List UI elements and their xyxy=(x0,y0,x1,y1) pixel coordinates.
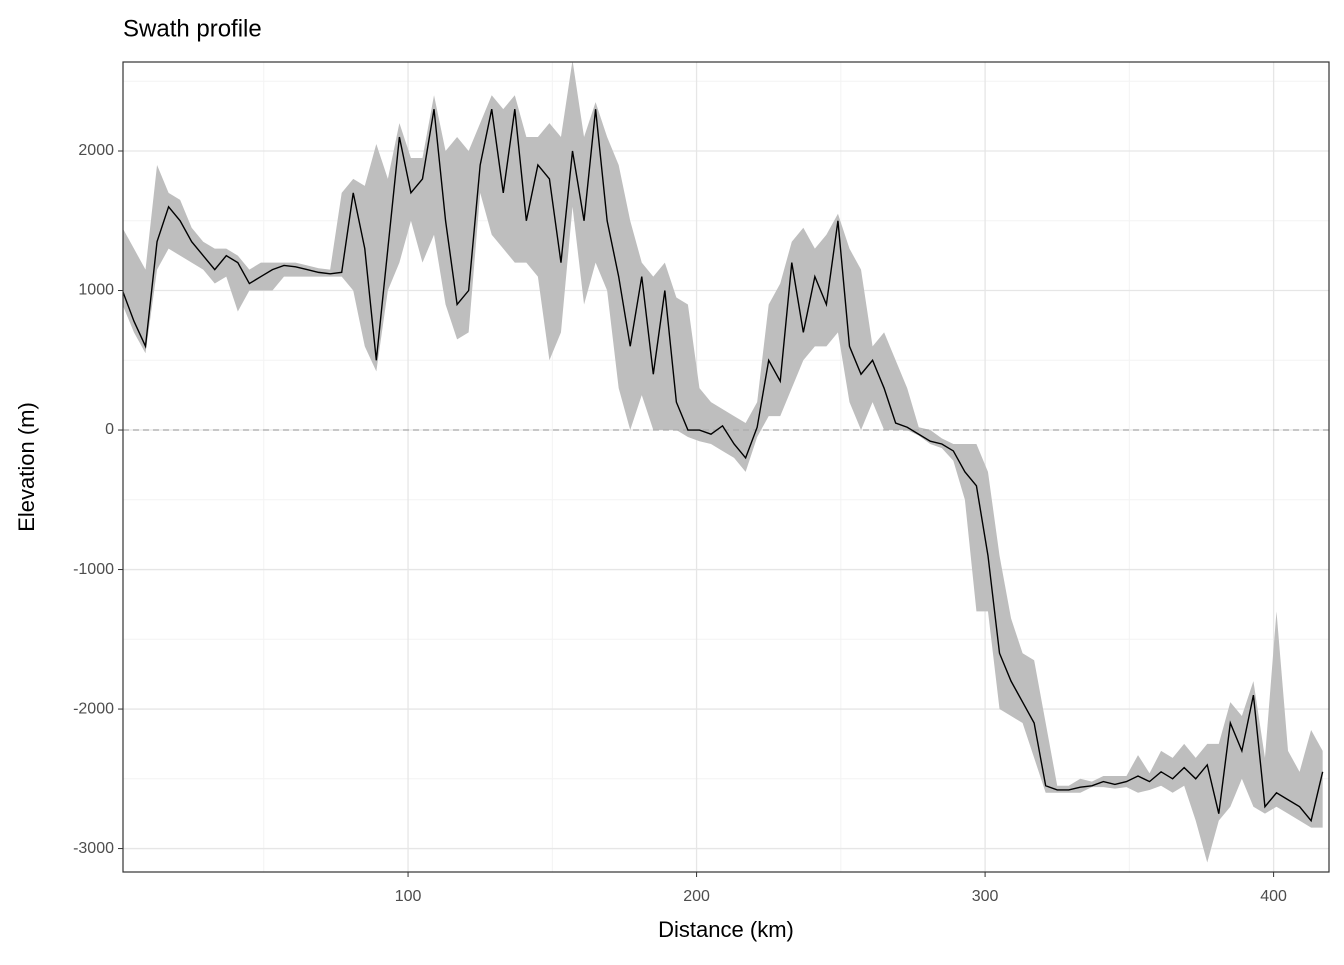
x-tick-label: 100 xyxy=(395,888,422,905)
y-tick-label: -1000 xyxy=(73,561,114,578)
chart-title: Swath profile xyxy=(123,15,262,42)
y-tick-label: -2000 xyxy=(73,700,114,717)
x-axis-label: Distance (km) xyxy=(658,917,794,942)
y-axis-label: Elevation (m) xyxy=(14,402,39,532)
x-tick-label: 200 xyxy=(683,888,710,905)
grid xyxy=(123,62,1329,872)
x-tick-label: 400 xyxy=(1260,888,1287,905)
plot-area xyxy=(123,62,1329,863)
y-tick-label: 1000 xyxy=(78,282,114,299)
axes: 100 200 300 400 -3000 -2000 -1000 0 1000 2000 xyxy=(73,142,1287,905)
y-tick-label: 2000 xyxy=(78,142,114,159)
y-tick-label: -3000 xyxy=(73,840,114,857)
profile-line xyxy=(123,109,1324,823)
panel-border xyxy=(122,61,1330,873)
y-tick-label: 0 xyxy=(105,421,114,438)
swath-band xyxy=(123,62,1323,863)
x-tick-label: 300 xyxy=(972,888,999,905)
